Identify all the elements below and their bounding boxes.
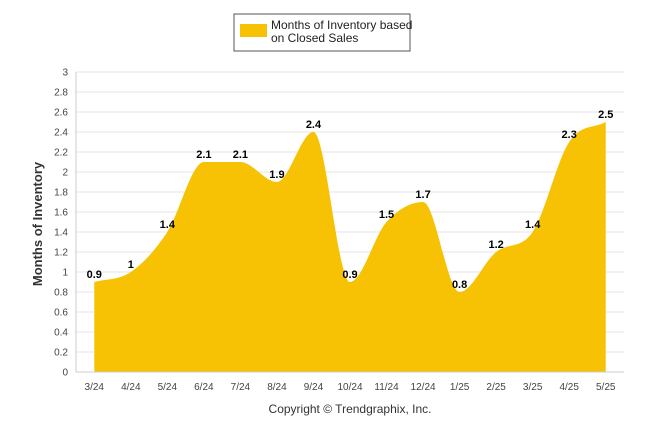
series-area — [94, 122, 606, 372]
legend-label-line2: on Closed Sales — [271, 31, 358, 45]
inventory-area — [94, 122, 606, 372]
y-tick-label: 1.2 — [54, 248, 68, 259]
y-tick-label: 1.8 — [54, 188, 68, 199]
x-tick-label: 4/25 — [559, 382, 579, 393]
y-tick-label: 1 — [62, 268, 68, 279]
x-tick-label: 8/24 — [267, 382, 287, 393]
y-tick-label: 0.8 — [54, 288, 68, 299]
data-label: 2.4 — [306, 119, 322, 131]
x-tick-label: 5/24 — [158, 382, 178, 393]
y-tick-label: 2.8 — [54, 88, 68, 99]
x-tick-label: 3/25 — [523, 382, 543, 393]
y-tick-label: 0 — [62, 368, 68, 379]
y-axis-label: Months of Inventory — [30, 161, 45, 286]
y-tick-label: 2.6 — [54, 108, 68, 119]
x-tick-label: 2/25 — [486, 382, 506, 393]
x-tick-label: 11/24 — [374, 382, 399, 393]
data-label: 1.5 — [379, 209, 394, 221]
y-tick-label: 2 — [62, 168, 68, 179]
x-axis-ticks: 3/24 4/24 5/24 6/24 7/24 8/24 9/24 10/24 11/24 12… — [85, 382, 616, 393]
x-tick-label: 5/25 — [596, 382, 616, 393]
x-tick-label: 3/24 — [85, 382, 105, 393]
y-tick-label: 2.4 — [54, 128, 68, 139]
legend: Months of Inventory based on Closed Sale… — [233, 13, 412, 52]
x-tick-label: 6/24 — [194, 382, 214, 393]
x-tick-label: 12/24 — [411, 382, 436, 393]
data-label: 2.5 — [598, 109, 613, 121]
y-tick-label: 1.4 — [54, 228, 68, 239]
x-tick-label: 9/24 — [304, 382, 324, 393]
y-tick-label: 3 — [62, 68, 68, 79]
x-tick-label: 7/24 — [231, 382, 251, 393]
y-tick-label: 2.2 — [54, 148, 68, 159]
y-tick-label: 0.2 — [54, 348, 68, 359]
y-tick-label: 0.4 — [54, 328, 68, 339]
data-label: 0.9 — [342, 269, 357, 281]
data-label: 1.7 — [415, 189, 430, 201]
y-axis-ticks: 0 0.2 0.4 0.6 0.8 1 1.2 1.4 1.6 1.8 2 2.2 2.4 2.6 2.8 3 — [54, 68, 68, 379]
x-tick-label: 4/24 — [121, 382, 141, 393]
data-label: 1 — [128, 259, 134, 271]
data-label: 1.4 — [525, 219, 541, 231]
copyright-footer: Copyright © Trendgraphix, Inc. — [269, 402, 432, 416]
legend-label-line1: Months of Inventory based — [271, 18, 412, 32]
data-label: 0.8 — [452, 279, 467, 291]
data-labels: 0.9 1 1.4 2.1 2.1 1.9 2.4 0.9 1.5 1.7 0.8 1.2 1.4 2.3… — [87, 109, 614, 291]
data-label: 1.4 — [160, 219, 176, 231]
y-tick-label: 1.6 — [54, 208, 68, 219]
y-tick-label: 0.6 — [54, 308, 68, 319]
data-label: 2.1 — [233, 149, 248, 161]
x-tick-label: 10/24 — [337, 382, 362, 393]
x-tick-label: 1/25 — [450, 382, 470, 393]
axes — [75, 72, 624, 373]
data-label: 2.3 — [562, 129, 577, 141]
data-label: 2.1 — [196, 149, 211, 161]
data-label: 1.2 — [488, 239, 503, 251]
data-label: 0.9 — [87, 269, 102, 281]
data-label: 1.9 — [269, 169, 284, 181]
legend-swatch — [240, 24, 267, 37]
